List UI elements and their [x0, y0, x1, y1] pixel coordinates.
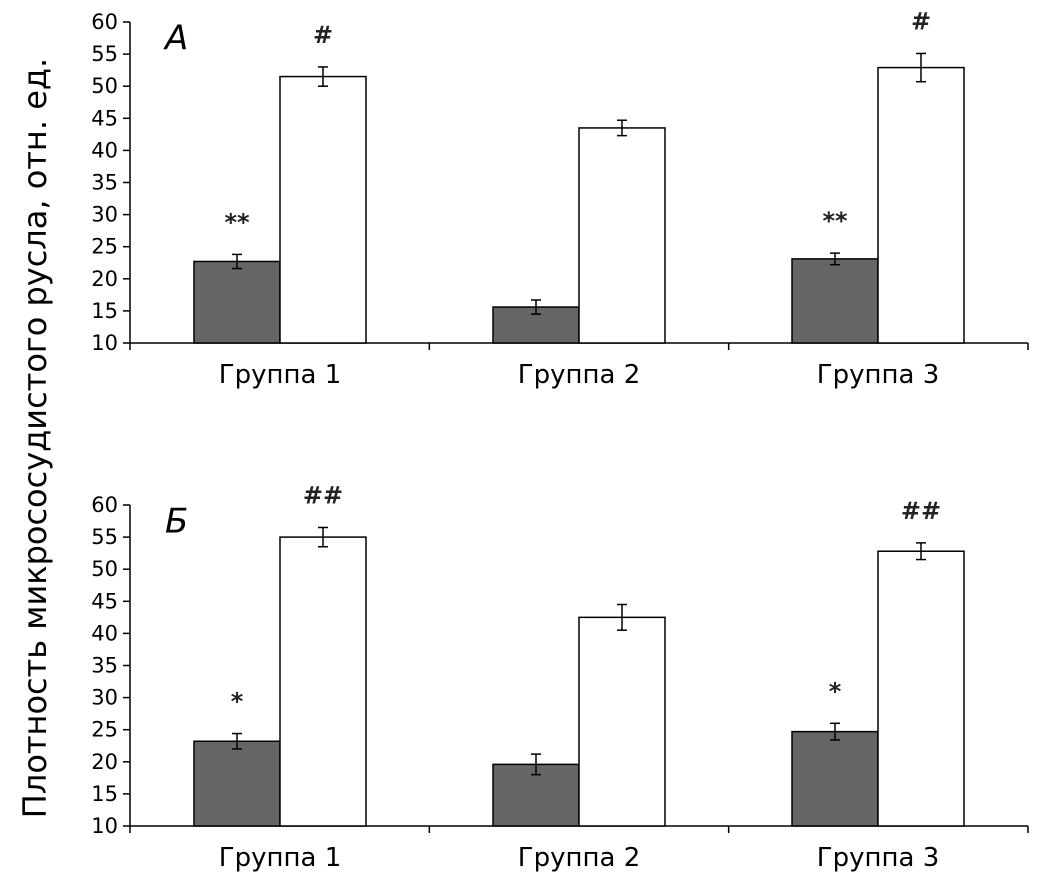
panel-label: А	[163, 19, 188, 59]
panel-b: 10 15 20 25 30 35 40 45 50 55 60 Группа 1 Группа 2 Гр…	[91, 481, 1029, 873]
bar-dark	[791, 258, 879, 344]
y-tick-label: 55	[91, 42, 118, 66]
y-tick-label: 60	[91, 10, 118, 34]
y-tick-label: 20	[91, 750, 118, 774]
y-tick-label: 55	[91, 525, 118, 549]
y-tick-label: 30	[91, 203, 118, 227]
x-category-label: Группа 1	[219, 843, 341, 873]
significance-label: ##	[901, 497, 941, 525]
y-tick-label: 10	[91, 814, 118, 838]
significance-label: *	[231, 688, 244, 716]
bar-dark	[193, 740, 281, 827]
x-category-label: Группа 2	[518, 843, 640, 873]
y-tick-label: 50	[91, 557, 118, 581]
bar-light	[578, 127, 666, 344]
bar-light	[279, 75, 367, 344]
y-axis-label: Плотность микрососудистого русла, отн. е…	[16, 58, 54, 818]
y-tick-label: 35	[91, 654, 118, 678]
panel-a: 10 15 20 25 30 35 40 45 50 55 60 Группа 1 Группа 2 Гр…	[91, 7, 1029, 390]
y-tick-label: 40	[91, 621, 118, 645]
y-tick-label: 45	[91, 106, 118, 130]
x-category-label: Группа 2	[518, 360, 640, 390]
bar-light	[877, 66, 965, 344]
bar-light	[578, 616, 666, 827]
y-tick-label: 25	[91, 718, 118, 742]
y-tick-label: 40	[91, 138, 118, 162]
bar-light	[877, 550, 965, 827]
bar-dark	[193, 260, 281, 344]
significance-label: **	[224, 208, 250, 236]
significance-label: *	[829, 677, 842, 705]
significance-label: ##	[303, 481, 343, 509]
x-category-label: Группа 3	[817, 360, 939, 390]
significance-label: #	[911, 7, 931, 35]
y-tick-label: 10	[91, 331, 118, 355]
y-tick-label: 35	[91, 171, 118, 195]
x-category-label: Группа 1	[219, 360, 341, 390]
y-tick-label: 50	[91, 74, 118, 98]
y-tick-label: 45	[91, 589, 118, 613]
y-tick-label: 15	[91, 782, 118, 806]
y-tick-label: 30	[91, 686, 118, 710]
y-tick-label: 60	[91, 493, 118, 517]
y-tick-label: 15	[91, 299, 118, 323]
panel-label: Б	[165, 502, 188, 542]
y-tick-label: 20	[91, 267, 118, 291]
significance-label: **	[822, 207, 848, 235]
x-category-label: Группа 3	[817, 843, 939, 873]
bar-dark	[791, 730, 879, 827]
bar-light	[279, 536, 367, 827]
significance-label: #	[313, 21, 333, 49]
y-tick-label: 25	[91, 235, 118, 259]
